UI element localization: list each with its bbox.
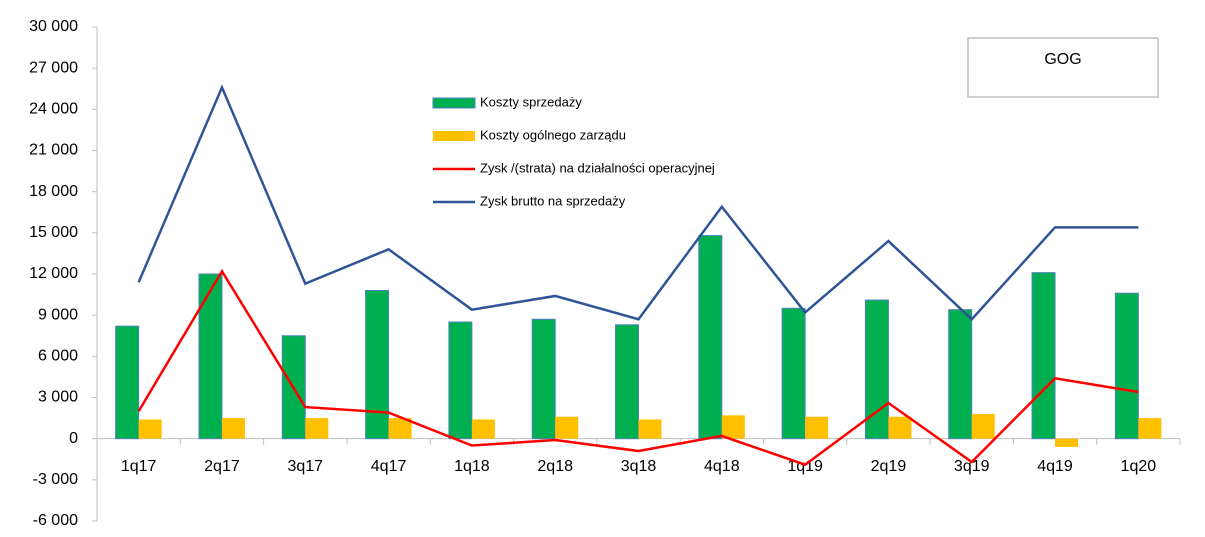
y-tick-label: 18 000: [29, 183, 78, 200]
annotation: GOG: [1044, 51, 1081, 68]
x-tick-label: 4q17: [371, 458, 407, 475]
line: [137, 268, 1139, 467]
legend-label: Koszty ogólnego zarządu: [480, 127, 626, 142]
annotation-box: [967, 37, 1159, 98]
legend-label: Zysk brutto na sprzedaży: [480, 193, 626, 208]
bar: [305, 418, 329, 439]
bar: [221, 418, 245, 439]
y-tick-label: 27 000: [29, 59, 78, 76]
y-tick-label: -3 000: [33, 471, 78, 488]
legend-label: Koszty sprzedaży: [480, 94, 582, 109]
bar: [615, 324, 639, 440]
legend-swatch: [432, 97, 476, 109]
bar: [781, 307, 806, 440]
y-tick-label: 0: [69, 430, 78, 447]
y-tick-label: 9 000: [38, 306, 78, 323]
y-tick-label: 12 000: [29, 265, 78, 282]
x-tick-label: 1q18: [454, 458, 490, 475]
line: [137, 84, 1139, 322]
bar: [1114, 292, 1139, 440]
legend-label: Zysk /(strata) na działalności operacyjn…: [480, 160, 715, 175]
x-tick-label: 2q18: [537, 458, 573, 475]
x-tick-label: 4q18: [704, 458, 740, 475]
bar: [698, 235, 723, 440]
bar: [805, 416, 829, 439]
bar: [721, 415, 745, 439]
legend-swatch: [433, 131, 475, 141]
x-tick-label: 1q20: [1121, 458, 1157, 475]
bar: [971, 413, 995, 439]
y-tick-label: 15 000: [29, 224, 78, 241]
y-tick-label: 6 000: [38, 348, 78, 365]
bar: [448, 321, 473, 440]
bar: [638, 419, 662, 439]
x-tick-label: 3q17: [287, 458, 323, 475]
bar: [888, 416, 912, 439]
x-tick-label: 1q17: [121, 458, 157, 475]
bar: [138, 419, 162, 439]
x-tick-label: 2q19: [871, 458, 907, 475]
bar: [555, 416, 579, 439]
x-tick-label: 3q18: [621, 458, 657, 475]
bar: [948, 309, 973, 440]
bar: [1055, 438, 1079, 447]
y-tick-label: 21 000: [29, 142, 78, 159]
bar: [531, 318, 556, 440]
y-tick-label: -6 000: [33, 512, 78, 529]
bar: [1031, 272, 1056, 440]
x-tick-label: 3q19: [954, 458, 990, 475]
bar: [1138, 418, 1162, 439]
x-tick-label: 4q19: [1037, 458, 1073, 475]
x-tick-label: 2q17: [204, 458, 240, 475]
bar: [115, 325, 140, 440]
bar: [365, 289, 390, 440]
bar: [388, 418, 412, 439]
y-tick-label: 3 000: [38, 389, 78, 406]
bar: [471, 419, 495, 439]
bar: [198, 273, 223, 440]
bar: [864, 299, 889, 440]
y-tick-label: 30 000: [29, 18, 78, 35]
y-tick-label: 24 000: [29, 101, 78, 118]
